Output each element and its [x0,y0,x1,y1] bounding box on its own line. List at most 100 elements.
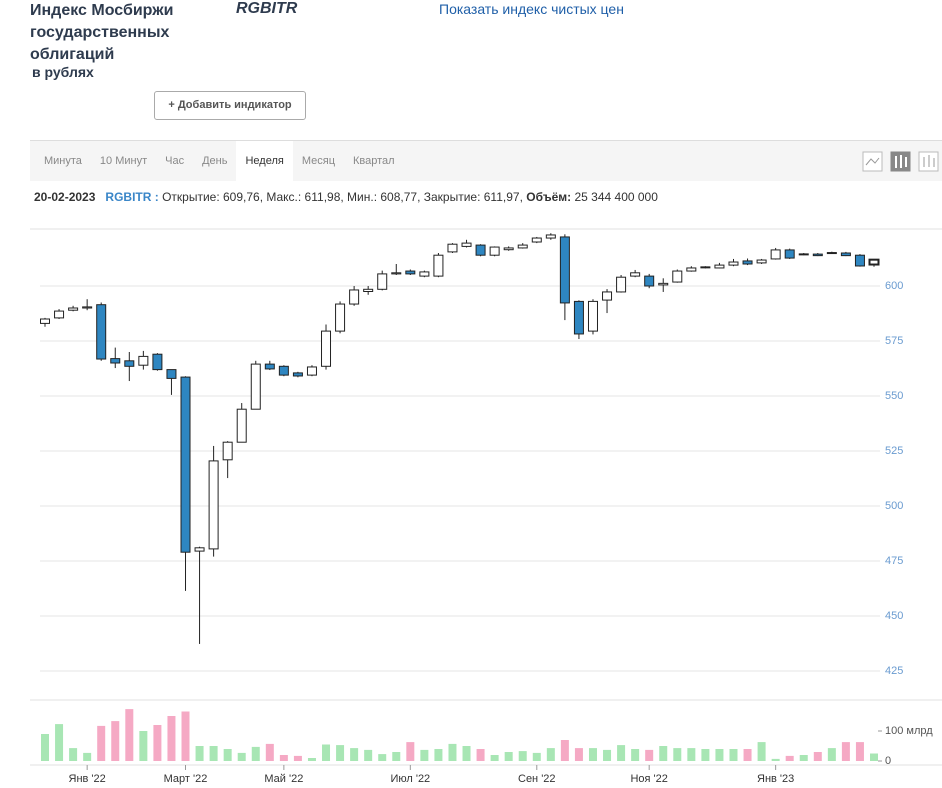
candle-body [292,372,303,377]
volume-bar [532,752,541,761]
volume-bar [406,742,415,761]
volume-bar [237,752,246,761]
candle-body [278,365,289,376]
candle-body [180,376,191,553]
period-tab[interactable]: День [202,155,228,167]
volume-bar [490,755,499,761]
subtitle: в рублях [32,64,94,80]
volume-bar [392,752,401,761]
y-tick-label: 525 [885,445,903,457]
x-tick-label: Июл '22 [390,773,430,785]
volume-bar [757,742,766,761]
volume-tick-label: 0 [885,755,891,767]
volume-bar [153,725,162,761]
volume-bar [279,755,288,761]
candle-body [124,360,135,367]
candle-body [728,261,739,266]
period-tab[interactable]: Минута [44,155,82,167]
volume-bar [588,748,597,761]
candle-body [96,304,107,360]
y-tick-label: 575 [885,335,903,347]
volume-bar [715,749,724,761]
candle-body [503,247,514,251]
period-tab[interactable]: Квартал [353,155,395,167]
volume-bar [420,749,429,761]
volume-bar [97,725,106,761]
y-tick-label: 600 [885,280,903,292]
period-tab[interactable]: 10 Минут [99,155,148,167]
volume-bar [827,748,836,761]
volume-bar [771,758,780,761]
candle-body [433,254,444,277]
x-tick-label: Янв '23 [757,773,794,785]
info-volume: 25 344 400 000 [574,190,658,204]
volume-bar [265,743,274,761]
candle-body [222,441,233,461]
period-tab[interactable]: Месяц [301,155,336,167]
period-tab[interactable]: Час [165,155,185,167]
x-tick-label: Сен '22 [518,773,556,785]
candle-body [756,259,767,264]
candle-body [812,253,823,257]
candle-body [264,363,275,370]
volume-bar [307,758,316,761]
y-tick-label: 450 [885,610,903,622]
candle-body [110,358,121,364]
candle-body [644,275,655,287]
volume-bar [701,749,710,761]
candle-body [686,267,697,272]
volume-bar [41,734,49,761]
volume-bar [785,755,794,761]
y-tick-label: 475 [885,555,903,567]
candle-body [419,271,430,277]
line-icon[interactable] [862,151,883,172]
volume-bar [813,752,822,761]
add-indicator-button[interactable]: + Добавить индикатор [154,91,306,120]
candle-body [475,244,486,256]
volume-bar [364,749,373,761]
y-tick-label: 425 [885,665,903,677]
candle-body [335,303,346,332]
candle-body [630,272,641,277]
volume-bar [687,748,696,761]
candle-body [840,252,851,257]
volume-bar [603,749,612,761]
candle-body [587,300,598,332]
candle-body [826,252,837,255]
volume-bar [125,709,134,761]
candle-body [854,254,865,267]
period-tab[interactable]: Неделя [236,141,293,181]
candle-body [236,408,247,443]
candle-body [517,244,528,249]
candle-body [138,355,149,366]
candle-body [658,282,669,286]
clean-price-link[interactable]: Показать индекс чистых цен [439,1,624,17]
candle-body [391,272,402,275]
volume-bar [870,753,878,761]
volume-bar [223,749,232,761]
volume-bar [167,716,176,761]
candle-body [405,270,416,275]
volume-bar [55,724,64,761]
volume-bar [83,752,92,761]
chart-type-icons [862,151,939,172]
candle-body [363,288,374,292]
volume-bar [743,749,752,761]
volume-bar [476,749,485,761]
candle-body [166,369,177,379]
info-line: 20-02-2023 RGBITR : Открытие: 609,76, Ма… [34,190,658,204]
volume-bar [181,711,190,761]
candle-body [616,276,627,293]
candle-body [602,291,613,301]
candle-body [54,310,65,319]
volume-bar [195,746,204,761]
candle-body [545,234,556,239]
volume-bar [434,749,443,761]
volume-bar [350,748,359,761]
x-tick-label: Май '22 [264,773,303,785]
volume-bar [518,751,527,761]
candle-body [770,249,781,260]
volume-bar [448,743,457,761]
